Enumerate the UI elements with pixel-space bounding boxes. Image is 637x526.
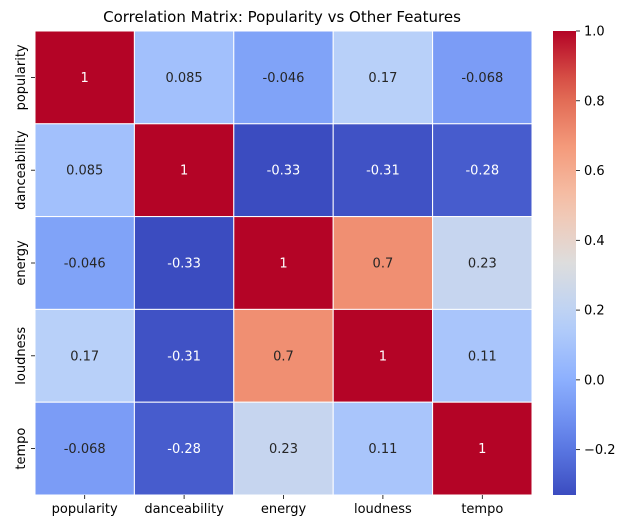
cell-value-label: 1 <box>180 164 188 179</box>
cell-value-label: -0.046 <box>64 257 106 272</box>
heatmap-cells <box>34 30 533 496</box>
y-tick-label: tempo <box>14 428 29 470</box>
cell-value-label: 0.11 <box>368 442 397 457</box>
heatmap-cell <box>432 308 533 403</box>
heatmap-cell-labels: 1 0.085 -0.046 0.17 -0.068 0.085 1 -0.33 -0.31 -0… <box>64 71 504 457</box>
heatmap-cell <box>233 308 334 403</box>
cell-value-label: -0.068 <box>64 442 106 457</box>
cell-value-label: -0.33 <box>267 164 301 179</box>
heatmap-cell <box>34 30 135 125</box>
y-tick-label: energy <box>14 240 29 286</box>
colorbar-tick-label: 0.4 <box>584 234 605 249</box>
cell-value-label: 1 <box>379 349 387 364</box>
heatmap-cell <box>34 123 135 218</box>
colorbar-tick-label: 0.0 <box>584 373 605 388</box>
cell-value-label: -0.28 <box>167 442 201 457</box>
cell-value-label: 0.17 <box>70 349 99 364</box>
heatmap-cell <box>332 30 434 125</box>
cell-value-label: 1 <box>478 442 486 457</box>
cell-value-label: 0.085 <box>66 164 103 179</box>
cell-value-label: -0.046 <box>263 71 305 86</box>
cell-value-label: 1 <box>81 71 89 86</box>
colorbar-tick-label: 0.2 <box>584 304 605 319</box>
heatmap-cell <box>133 401 235 496</box>
cell-value-label: 0.23 <box>269 442 298 457</box>
heatmap-cell <box>133 30 235 125</box>
heatmap-cell <box>233 123 334 218</box>
heatmap-cell <box>432 30 533 125</box>
y-tick-label: popularity <box>14 44 29 110</box>
colorbar-gradient <box>553 31 576 495</box>
cell-value-label: 0.11 <box>468 349 497 364</box>
x-axis: popularity danceability energy loudness temp… <box>52 495 503 517</box>
x-tick-label: tempo <box>461 502 503 517</box>
y-tick-label: danceability <box>14 130 29 210</box>
heatmap-cell <box>332 216 434 310</box>
heatmap-cell <box>332 308 434 403</box>
heatmap-cell <box>34 401 135 496</box>
x-tick-label: popularity <box>52 502 118 517</box>
colorbar-tick-label: 0.8 <box>584 94 605 109</box>
colorbar-tick-label: 1.0 <box>584 25 605 40</box>
heatmap-cell <box>233 30 334 125</box>
x-tick-label: danceability <box>144 502 224 517</box>
cell-value-label: -0.28 <box>465 164 499 179</box>
heatmap-cell <box>133 216 235 310</box>
heatmap-cell <box>233 401 334 496</box>
chart-title: Correlation Matrix: Popularity vs Other … <box>103 8 461 26</box>
cell-value-label: -0.33 <box>167 257 201 272</box>
cell-value-label: -0.31 <box>366 164 400 179</box>
cell-value-label: -0.068 <box>461 71 503 86</box>
heatmap-cell <box>432 123 533 218</box>
cell-value-label: 0.23 <box>468 257 497 272</box>
cell-value-label: 0.7 <box>273 349 294 364</box>
x-tick-label: loudness <box>354 502 412 517</box>
y-tick-label: loudness <box>14 327 29 385</box>
x-tick-label: energy <box>261 502 307 517</box>
cell-value-label: -0.31 <box>167 349 201 364</box>
y-axis: popularity danceability energy loudness temp… <box>14 44 35 470</box>
colorbar: −0.2 0.0 0.2 0.4 0.6 0.8 1.0 <box>553 25 616 495</box>
cell-value-label: 0.17 <box>368 71 397 86</box>
heatmap-cell <box>133 308 235 403</box>
colorbar-tick-label: 0.6 <box>584 164 605 179</box>
heatmap-cell <box>432 401 533 496</box>
cell-value-label: 0.7 <box>373 257 394 272</box>
cell-value-label: 0.085 <box>165 71 202 86</box>
heatmap-cell <box>233 216 334 310</box>
heatmap-cell <box>432 216 533 310</box>
cell-value-label: 1 <box>279 257 287 272</box>
colorbar-tick-label: −0.2 <box>584 443 616 458</box>
